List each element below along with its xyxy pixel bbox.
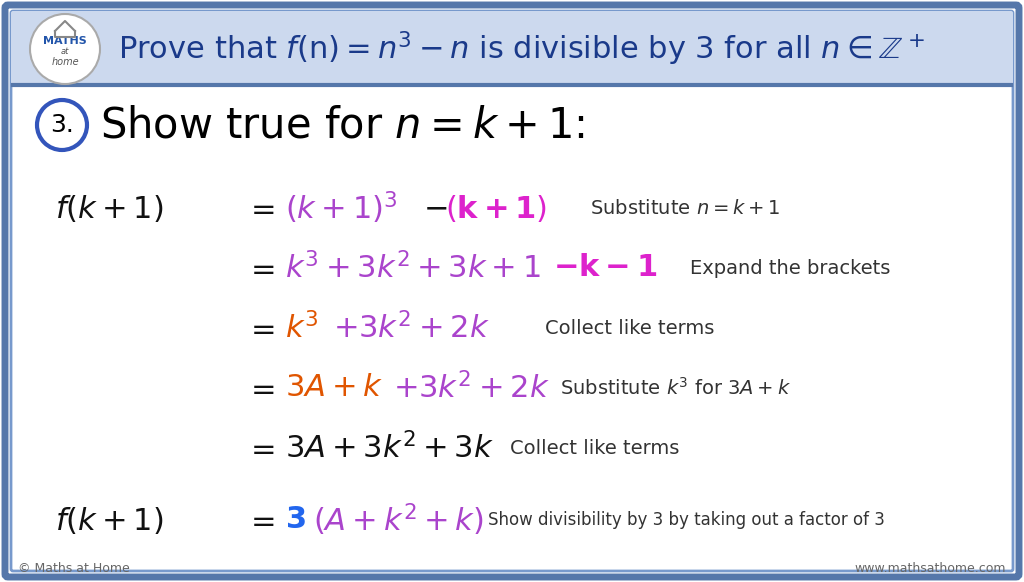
Text: $f(k+1)$: $f(k+1)$ [55, 193, 164, 223]
Text: $f(k+1)$: $f(k+1)$ [55, 505, 164, 535]
Text: 3.: 3. [50, 113, 74, 137]
Text: www.mathsathome.com: www.mathsathome.com [854, 562, 1006, 574]
Text: MATHS: MATHS [43, 36, 87, 46]
Text: © Maths at Home: © Maths at Home [18, 562, 130, 574]
FancyBboxPatch shape [5, 5, 1019, 577]
Text: home: home [51, 57, 79, 67]
Text: Substitute $k^3$ for $3A + k$: Substitute $k^3$ for $3A + k$ [560, 377, 791, 399]
Text: $=$: $=$ [245, 506, 275, 534]
Text: $k^3$: $k^3$ [285, 312, 318, 344]
Text: at: at [60, 48, 70, 56]
Text: $=$: $=$ [245, 374, 275, 403]
Text: Expand the brackets: Expand the brackets [690, 258, 891, 278]
Text: $\mathbf{3}$: $\mathbf{3}$ [285, 506, 306, 534]
Text: $3A + 3k^2 + 3k$: $3A + 3k^2 + 3k$ [285, 432, 494, 464]
Text: $+ 3k^2 + 2k$: $+ 3k^2 + 2k$ [333, 312, 489, 344]
Text: $(A + k^2 + k)$: $(A + k^2 + k)$ [313, 502, 484, 538]
Text: $+ 3k^2 + 2k$: $+ 3k^2 + 2k$ [393, 372, 550, 404]
Text: Collect like terms: Collect like terms [510, 438, 679, 457]
Text: Show true for $n = k + 1$:: Show true for $n = k + 1$: [100, 104, 585, 146]
Text: $(\mathbf{k+1})$: $(\mathbf{k+1})$ [445, 193, 547, 223]
Text: $=$: $=$ [245, 434, 275, 463]
Circle shape [37, 100, 87, 150]
Text: Collect like terms: Collect like terms [545, 318, 715, 338]
Text: Prove that $f(\mathrm{n}) = n^3 - n$ is divisible by 3 for all $n \in \mathbb{Z}: Prove that $f(\mathrm{n}) = n^3 - n$ is … [118, 30, 926, 68]
Text: $=$: $=$ [245, 254, 275, 282]
Text: $k^3 + 3k^2 + 3k + 1$: $k^3 + 3k^2 + 3k + 1$ [285, 252, 541, 284]
Text: Substitute $n = k + 1$: Substitute $n = k + 1$ [590, 198, 780, 218]
Text: $\mathbf{- k - 1}$: $\mathbf{- k - 1}$ [553, 254, 657, 282]
Text: $=$: $=$ [245, 314, 275, 342]
Circle shape [30, 14, 100, 84]
Text: $-$: $-$ [423, 193, 447, 222]
FancyBboxPatch shape [11, 11, 1013, 571]
FancyBboxPatch shape [11, 11, 1013, 87]
Text: $=$: $=$ [245, 193, 275, 222]
Text: Show divisibility by 3 by taking out a factor of 3: Show divisibility by 3 by taking out a f… [488, 511, 885, 529]
Text: $(k+1)^3$: $(k+1)^3$ [285, 190, 397, 226]
Text: $3A + k$: $3A + k$ [285, 374, 383, 403]
